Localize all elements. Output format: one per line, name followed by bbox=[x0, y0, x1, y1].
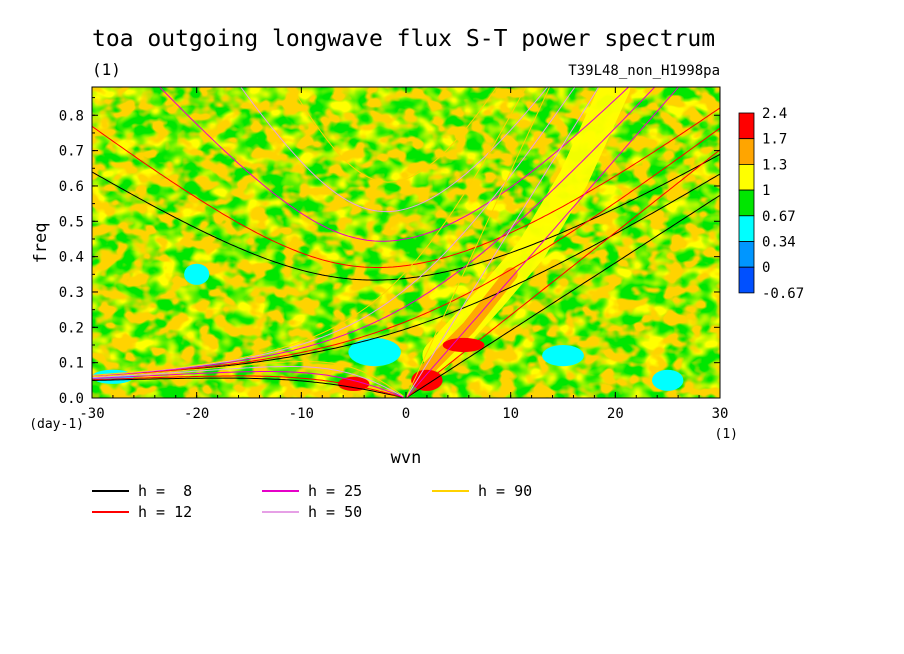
dispersion-curve-h-25-kelvin bbox=[405, 87, 680, 398]
colorbar-swatch bbox=[738, 241, 755, 268]
dispersion-curve-h-50-kelvin bbox=[405, 87, 600, 398]
spectrum-features bbox=[92, 87, 684, 391]
x-axis-label: wvn bbox=[391, 448, 422, 468]
y-tick-label: 0.8 bbox=[59, 108, 84, 124]
y-tick-label: 0.2 bbox=[59, 320, 84, 336]
dispersion-curve-h-50-ig1 bbox=[240, 87, 549, 213]
colorbar-label: 0 bbox=[762, 260, 770, 276]
legend-label: h = 25 bbox=[308, 482, 362, 500]
x-axis: -30 -20 -10 0 10 20 30 bbox=[79, 87, 728, 422]
dispersion-curve-h-12-kelvin bbox=[405, 149, 720, 398]
y-axis-unit: (day-1) bbox=[29, 417, 84, 432]
dispersion-curve-h-25-ig1 bbox=[158, 87, 630, 242]
dispersion-curve-h-90-er1 bbox=[92, 361, 404, 397]
colorbar-label: 1.7 bbox=[762, 132, 787, 148]
colorbar-swatch bbox=[738, 189, 755, 217]
dispersion-curve-h-90-kelvin bbox=[405, 87, 551, 398]
dispersion-curve-h-8-kelvin bbox=[405, 194, 720, 398]
dispersion-curve-h-12-mrg bbox=[92, 127, 720, 377]
colorbar-label: 0.34 bbox=[762, 235, 796, 251]
y-tick-label: 0.6 bbox=[59, 179, 84, 195]
chart-subtitle-right: T39L48_non_H1998pa bbox=[568, 63, 720, 79]
colorbar-label: 1.3 bbox=[762, 157, 787, 173]
legend-label: h = 90 bbox=[478, 482, 532, 500]
dispersion-curve-h-25-mrg bbox=[92, 87, 656, 377]
y-tick-label: 0.1 bbox=[59, 356, 84, 372]
cyan-patch-1 bbox=[348, 338, 401, 367]
y-tick-label: 0.7 bbox=[59, 144, 84, 160]
spectrum-texture-orange bbox=[92, 87, 720, 398]
x-tick-label: 10 bbox=[502, 406, 519, 422]
chart-title: toa outgoing longwave flux S-T power spe… bbox=[92, 26, 715, 52]
x-tick-label: -20 bbox=[184, 406, 209, 422]
x-tick-label: -30 bbox=[79, 406, 104, 422]
x-tick-label: 0 bbox=[402, 406, 410, 422]
y-tick-label: 0.3 bbox=[59, 285, 84, 301]
dispersion-curve-h-90-ig1 bbox=[290, 87, 498, 183]
colorbar-label: 0.67 bbox=[762, 209, 796, 225]
plot-area bbox=[92, 87, 720, 398]
legend-label: h = 50 bbox=[308, 503, 362, 521]
dispersion-curve-h-25-er1 bbox=[92, 371, 404, 398]
colorbar: 2.4 1.7 1.3 1 0.67 0.34 0 -0.67 bbox=[738, 106, 804, 302]
kelvin-band-inner bbox=[419, 267, 518, 377]
cyan-patch-3 bbox=[184, 263, 210, 285]
cyan-patch-4 bbox=[542, 345, 584, 367]
y-tick-label: 0.4 bbox=[59, 250, 84, 266]
colorbar-swatch bbox=[738, 163, 755, 191]
x-tick-label: 30 bbox=[712, 406, 729, 422]
dispersion-curve-h-8-ig1 bbox=[92, 153, 720, 281]
colorbar-label: -0.67 bbox=[762, 286, 804, 302]
dispersion-curve-h-12-ig1 bbox=[92, 107, 720, 268]
colorbar-swatch bbox=[738, 112, 755, 140]
mjo-peak bbox=[442, 337, 485, 353]
dispersion-curve-h-50-mrg bbox=[92, 87, 576, 376]
colorbar-swatch bbox=[738, 266, 755, 294]
dispersion-curves bbox=[92, 87, 720, 398]
y-axis: 0.0 0.1 0.2 0.3 0.4 0.5 0.6 0.7 0.8 bbox=[59, 97, 720, 407]
colorbar-swatch bbox=[738, 138, 755, 165]
y-tick-label: 0.5 bbox=[59, 214, 84, 230]
colorbar-swatch bbox=[738, 215, 755, 242]
colorbar-label: 2.4 bbox=[762, 106, 787, 122]
x-axis-unit: (1) bbox=[715, 427, 738, 442]
dispersion-curve-h-8-er1 bbox=[92, 377, 404, 398]
y-axis-label: freq bbox=[31, 223, 51, 264]
x-tick-label: -10 bbox=[289, 406, 314, 422]
dispersion-curve-h-12-er1 bbox=[92, 375, 404, 398]
chart-subtitle-left: (1) bbox=[92, 60, 121, 79]
y-tick-label: 0.0 bbox=[59, 391, 84, 407]
cyan-patch-5 bbox=[652, 369, 684, 391]
legend-label: h = 12 bbox=[138, 503, 192, 521]
legend-label: h = 8 bbox=[138, 482, 192, 500]
x-tick-label: 20 bbox=[607, 406, 624, 422]
dispersion-curve-h-50-er1 bbox=[92, 366, 404, 398]
colorbar-label: 1 bbox=[762, 183, 770, 199]
legend: h = 8 h = 12 h = 25 h = 50 h = 90 bbox=[92, 482, 532, 521]
dispersion-curve-h-90-mrg bbox=[92, 87, 527, 376]
